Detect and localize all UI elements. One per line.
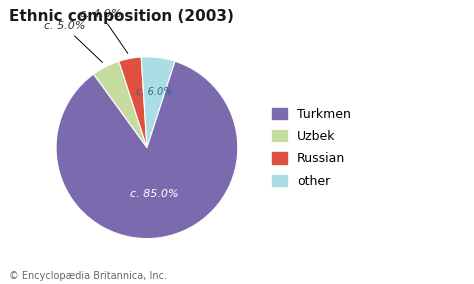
Legend: Turkmen, Uzbek, Russian, other: Turkmen, Uzbek, Russian, other [267, 103, 356, 193]
Text: c. 5.0%: c. 5.0% [44, 21, 102, 62]
Wedge shape [93, 61, 147, 148]
Text: c. 4.0%: c. 4.0% [80, 9, 128, 53]
Wedge shape [119, 57, 147, 148]
Text: c. 6.0%: c. 6.0% [136, 87, 172, 97]
Text: © Encyclopædia Britannica, Inc.: © Encyclopædia Britannica, Inc. [9, 271, 167, 281]
Text: c. 85.0%: c. 85.0% [130, 189, 179, 199]
Wedge shape [56, 61, 238, 239]
Text: Ethnic composition (2003): Ethnic composition (2003) [9, 9, 234, 24]
Wedge shape [141, 57, 175, 148]
